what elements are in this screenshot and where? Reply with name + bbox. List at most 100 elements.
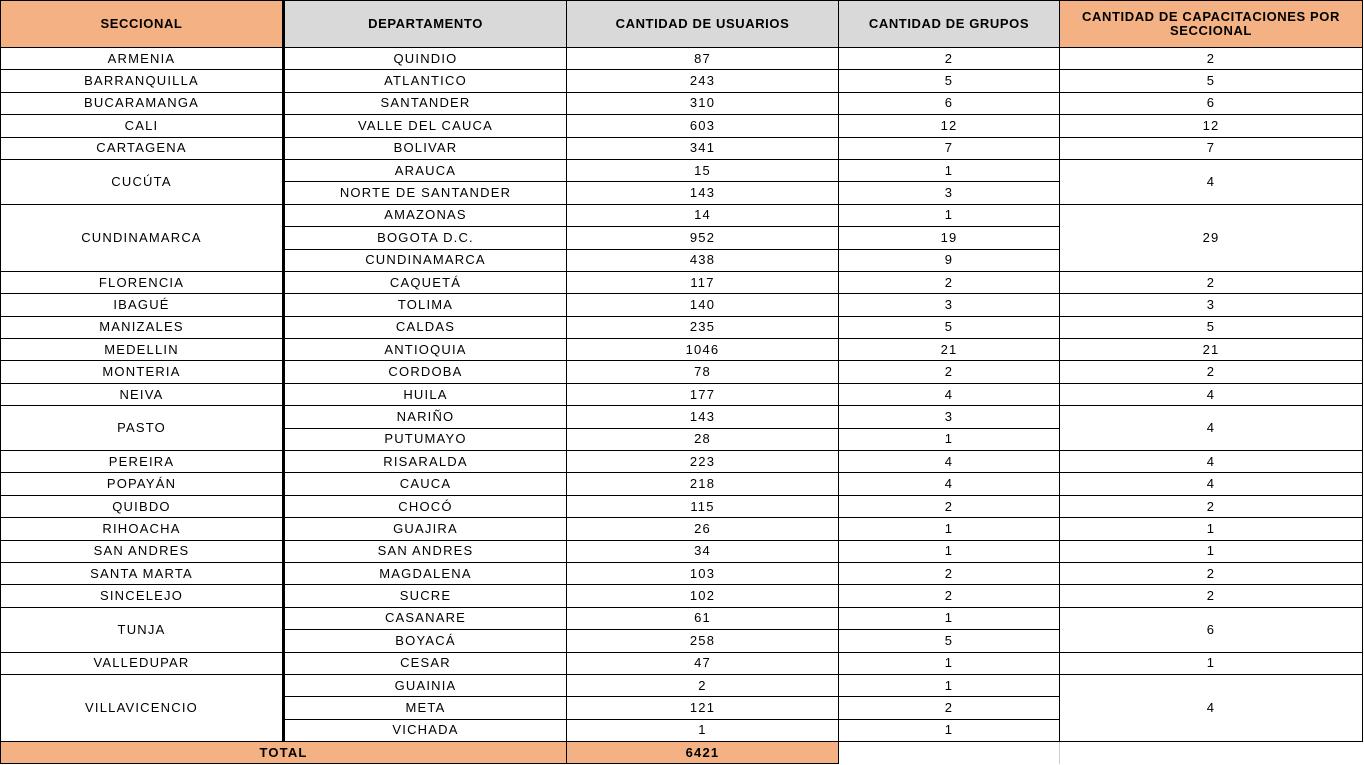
capacitaciones-cell: 5 <box>1059 69 1363 93</box>
grupos-cell: 1 <box>838 517 1060 541</box>
table-row: SAN ANDRES SAN ANDRES 34 1 1 <box>0 539 1363 563</box>
usuarios-cell: 952 <box>566 226 839 250</box>
table-row: CUNDINAMARCA AMAZONAS 14 1 29 <box>0 203 1363 272</box>
grupos-cell: 1 <box>838 158 1060 183</box>
departamento-cell: CESAR <box>283 651 567 675</box>
capacitaciones-cell: 1 <box>1059 517 1363 541</box>
grupos-cell: 2 <box>838 561 1060 586</box>
table-row: MANIZALES CALDAS 235 5 5 <box>0 315 1363 340</box>
grupos-cell: 2 <box>838 46 1060 71</box>
usuarios-cell: 28 <box>566 427 839 452</box>
seccional-cell: MEDELLIN <box>0 338 285 362</box>
table-row: NEIVA HUILA 177 4 4 <box>0 382 1363 407</box>
seccional-cell: VALLEDUPAR <box>0 651 285 675</box>
total-label: TOTAL <box>0 741 567 765</box>
header-seccional: SECCIONAL <box>0 0 285 48</box>
departamento-cell: CORDOBA <box>283 360 567 384</box>
grupos-cell: 2 <box>838 494 1060 519</box>
capacitaciones-cell: 4 <box>1059 472 1363 496</box>
grupos-cell: 3 <box>838 181 1060 205</box>
departamento-cell: SAN ANDRES <box>283 539 567 563</box>
usuarios-cell: 143 <box>566 181 839 205</box>
table-row: PUTUMAYO 28 1 <box>1 427 1363 452</box>
usuarios-cell: 47 <box>566 651 839 675</box>
grupos-cell: 1 <box>838 539 1060 563</box>
grupos-cell: 1 <box>838 427 1060 452</box>
usuarios-cell: 258 <box>566 629 839 653</box>
usuarios-cell: 438 <box>566 248 839 272</box>
capacitaciones-cell: 6 <box>1059 606 1363 653</box>
usuarios-cell: 102 <box>566 584 839 608</box>
departamento-cell: ARAUCA <box>283 158 567 183</box>
grupos-cell: 1 <box>838 673 1060 698</box>
usuarios-cell: 15 <box>566 158 839 183</box>
table-body: ARMENIA QUINDIO 87 2 2 BARRANQUILLA ATLANTICO 2… <box>0 46 1363 743</box>
capacitaciones-cell: 1 <box>1059 651 1363 675</box>
grupos-cell: 1 <box>838 606 1060 631</box>
header-grupos: CANTIDAD DE GRUPOS <box>838 0 1060 48</box>
capacitaciones-cell: 1 <box>1059 539 1363 563</box>
departamento-cell: SANTANDER <box>283 91 567 116</box>
capacitaciones-cell: 2 <box>1059 360 1363 384</box>
capacitaciones-cell: 2 <box>1059 46 1363 71</box>
usuarios-cell: 117 <box>566 270 839 295</box>
capacitaciones-cell: 29 <box>1059 203 1363 272</box>
seccional-cell: BARRANQUILLA <box>0 69 285 93</box>
grupos-cell: 2 <box>838 696 1060 720</box>
usuarios-cell: 2 <box>566 673 839 698</box>
table-row: IBAGUÉ TOLIMA 140 3 3 <box>0 293 1363 317</box>
seccional-cell: QUIBDO <box>0 494 285 519</box>
seccional-cell: MANIZALES <box>0 315 285 340</box>
grupos-cell: 5 <box>838 69 1060 93</box>
seccional-cell: NEIVA <box>0 382 285 407</box>
header-row: SECCIONAL DEPARTAMENTO CANTIDAD DE USUAR… <box>0 0 1363 48</box>
table-row: RIHOACHA GUAJIRA 26 1 1 <box>0 517 1363 541</box>
departamento-cell: RISARALDA <box>283 450 567 474</box>
usuarios-cell: 177 <box>566 382 839 407</box>
table-row: POPAYÁN CAUCA 218 4 4 <box>0 472 1363 496</box>
seccional-cell: CUCÚTA <box>0 158 285 205</box>
table-row: BUCARAMANGA SANTANDER 310 6 6 <box>0 91 1363 116</box>
usuarios-cell: 34 <box>566 539 839 563</box>
capacitaciones-cell: 12 <box>1059 114 1363 138</box>
departamento-cell: BOYACÁ <box>283 629 567 653</box>
seccional-cell: IBAGUÉ <box>0 293 285 317</box>
usuarios-cell: 1046 <box>566 338 839 362</box>
table-row: BOYACÁ 258 5 <box>1 629 1363 653</box>
departamento-cell: CALDAS <box>283 315 567 340</box>
departamento-cell: PUTUMAYO <box>283 427 567 452</box>
usuarios-cell: 121 <box>566 696 839 720</box>
seccional-cell: VILLAVICENCIO <box>0 673 285 743</box>
departamento-cell: BOGOTA D.C. <box>283 226 567 250</box>
usuarios-cell: 603 <box>566 114 839 138</box>
grupos-cell: 2 <box>838 270 1060 295</box>
grupos-cell: 19 <box>838 226 1060 250</box>
usuarios-cell: 235 <box>566 315 839 340</box>
table-row: CUCÚTA ARAUCA 15 1 4 <box>0 158 1363 205</box>
capacitaciones-cell: 4 <box>1059 382 1363 407</box>
capacitaciones-cell: 2 <box>1059 494 1363 519</box>
capacitaciones-cell: 4 <box>1059 405 1363 452</box>
usuarios-cell: 223 <box>566 450 839 474</box>
grupos-cell: 1 <box>838 718 1060 743</box>
departamento-cell: AMAZONAS <box>283 203 567 228</box>
usuarios-cell: 103 <box>566 561 839 586</box>
departamento-cell: GUAINIA <box>283 673 567 698</box>
capacitaciones-cell: 5 <box>1059 315 1363 340</box>
seccional-cell: PEREIRA <box>0 450 285 474</box>
grupos-cell: 4 <box>838 382 1060 407</box>
seccional-cell: MONTERIA <box>0 360 285 384</box>
seccional-cell: RIHOACHA <box>0 517 285 541</box>
grupos-cell: 1 <box>838 651 1060 675</box>
table-row: SANTA MARTA MAGDALENA 103 2 2 <box>0 561 1363 586</box>
seccional-cell: CARTAGENA <box>0 136 285 160</box>
seccional-cell: BUCARAMANGA <box>0 91 285 116</box>
usuarios-cell: 140 <box>566 293 839 317</box>
departamento-cell: CASANARE <box>283 606 567 631</box>
grupos-cell: 12 <box>838 114 1060 138</box>
departamento-cell: VALLE DEL CAUCA <box>283 114 567 138</box>
capacitaciones-cell: 6 <box>1059 91 1363 116</box>
table-row: QUIBDO CHOCÓ 115 2 2 <box>0 494 1363 519</box>
departamento-cell: GUAJIRA <box>283 517 567 541</box>
